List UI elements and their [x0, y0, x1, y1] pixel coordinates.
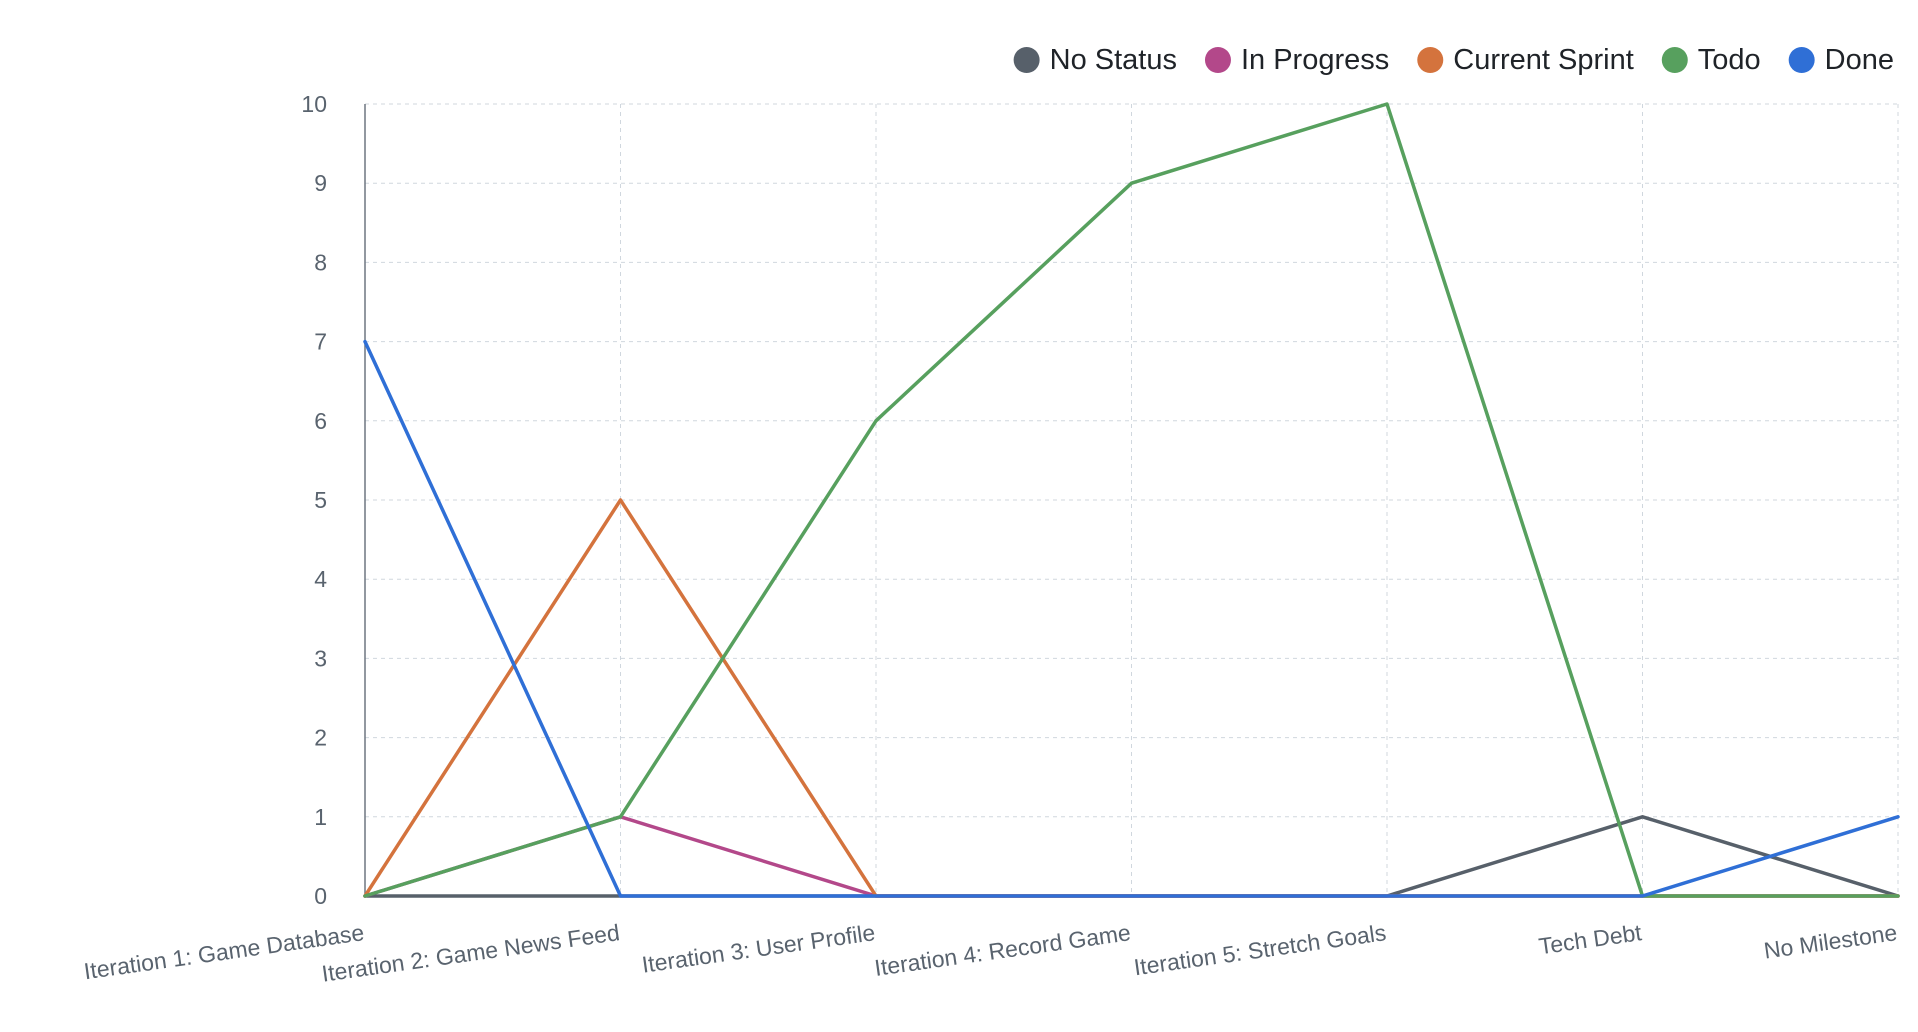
y-tick-label: 2	[314, 725, 327, 751]
x-tick-label: Tech Debt	[1537, 919, 1644, 959]
legend-label: In Progress	[1241, 44, 1389, 76]
x-tick-label: Iteration 5: Stretch Goals	[1132, 919, 1388, 980]
y-tick-label: 1	[314, 804, 327, 830]
legend-marker	[1661, 47, 1688, 73]
legend-label: Done	[1825, 44, 1894, 76]
legend-marker	[1417, 47, 1444, 73]
x-tick-label: Iteration 4: Record Game	[873, 919, 1132, 981]
series-lines	[363, 102, 1900, 898]
legend-item-done[interactable]: Done	[1788, 44, 1894, 76]
y-tick-label: 6	[314, 408, 327, 434]
y-tick-label: 4	[314, 566, 327, 592]
x-tick-label: Iteration 2: Game News Feed	[320, 919, 621, 987]
legend-marker	[1204, 47, 1231, 73]
legend-item-in-progress[interactable]: In Progress	[1204, 44, 1389, 76]
series-line-done	[363, 339, 1900, 898]
legend-marker	[1013, 47, 1040, 73]
y-tick-label: 3	[314, 645, 327, 671]
y-tick-label: 5	[314, 487, 327, 513]
y-tick-label: 0	[314, 883, 327, 909]
x-tick-label: Iteration 3: User Profile	[640, 919, 877, 977]
y-tick-label: 8	[314, 249, 327, 275]
legend-label: Todo	[1698, 44, 1761, 76]
y-tick-label: 10	[301, 91, 327, 117]
legend-label: Current Sprint	[1453, 44, 1634, 76]
legend-item-todo[interactable]: Todo	[1661, 44, 1761, 76]
legend-marker	[1788, 47, 1815, 73]
legend-item-no-status[interactable]: No Status	[1013, 44, 1177, 76]
y-tick-label: 9	[314, 170, 327, 196]
grid	[365, 103, 1899, 896]
legend-label: No Status	[1050, 44, 1177, 76]
legend-item-current-sprint[interactable]: Current Sprint	[1417, 44, 1634, 76]
x-tick-label: No Milestone	[1762, 919, 1899, 963]
y-axis-ticks: 0 1 2 3 4 5 6 7 8 9 10	[301, 91, 327, 909]
y-tick-label: 7	[314, 329, 327, 355]
legend: No Status In Progress Current Sprint Todo Do…	[1013, 44, 1894, 76]
